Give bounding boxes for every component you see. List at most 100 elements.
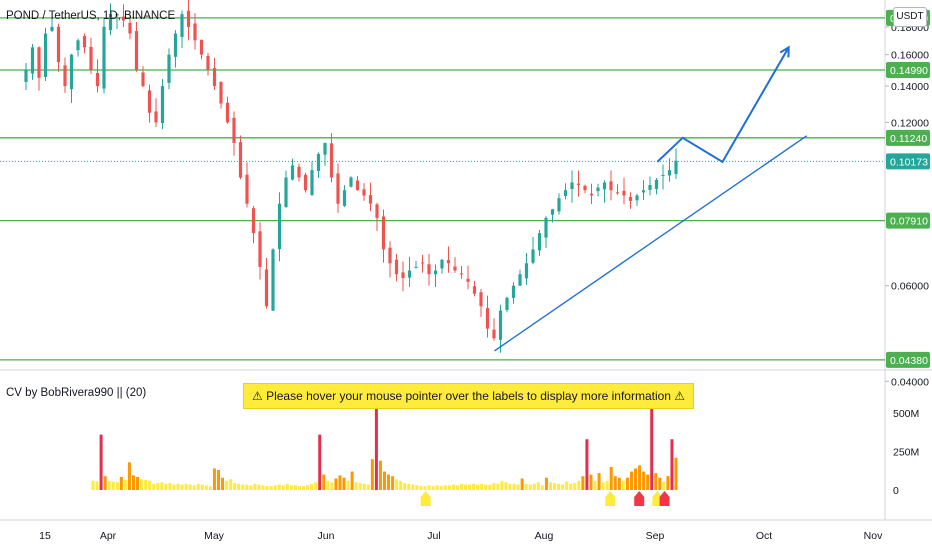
volume-bar [512, 483, 516, 490]
candle-body [375, 204, 379, 218]
projection-arrowhead [779, 45, 790, 58]
candle-body [609, 181, 613, 191]
volume-bar [156, 483, 160, 490]
unit-button[interactable]: USDT [893, 7, 927, 27]
time-tick-label: Nov [864, 530, 883, 542]
candle-body [420, 262, 425, 264]
candle-body [56, 26, 61, 63]
candle-body [362, 189, 366, 196]
last-price-label: 0.10173 [890, 156, 928, 168]
candle-body [30, 47, 35, 74]
volume-bar [407, 483, 411, 490]
volume-bar [350, 471, 354, 490]
volume-bar [650, 403, 654, 490]
volume-bar [411, 484, 415, 490]
volume-bar [91, 480, 95, 490]
volume-bar [370, 459, 374, 490]
candle-body [401, 272, 405, 279]
time-axis: 15 Apr May Jun Jul Aug Sep Oct Nov [39, 530, 883, 542]
candle-body [323, 142, 327, 155]
candle-body [43, 33, 48, 77]
grid [0, 0, 932, 521]
volume-bar [577, 480, 581, 490]
volume-bar [277, 484, 281, 490]
candle-body [479, 292, 483, 307]
volume-bar [140, 479, 144, 490]
candle-body [583, 185, 587, 191]
candle-body [667, 170, 672, 176]
volume-bar [654, 473, 658, 490]
volume-bar [119, 476, 123, 490]
candle-body [141, 72, 145, 87]
volume-bar [565, 481, 569, 490]
symbol-title: POND / TetherUS, 1D, BINANCE [6, 10, 176, 22]
volume-bar [180, 484, 184, 490]
candle-body [557, 198, 561, 212]
level-price-label: 0.11240 [890, 133, 927, 145]
candle-body [310, 170, 314, 195]
volume-bar [666, 476, 670, 490]
volume-bar [496, 483, 500, 490]
volume-bar [642, 471, 646, 490]
indicator-title[interactable]: CV by BobRivera990 || (20) [6, 387, 147, 399]
candle-body [225, 102, 230, 123]
volume-bar [212, 468, 216, 490]
volume-bar [221, 477, 225, 490]
last-price-tag [886, 153, 930, 170]
candle-body [407, 270, 412, 278]
volume-bar [127, 462, 131, 490]
volume-bar [326, 480, 330, 490]
candle-body [537, 233, 542, 251]
volume-bar [484, 484, 488, 490]
volume-bar [200, 484, 204, 490]
candle-body [388, 247, 392, 264]
level-price-tag [886, 351, 930, 368]
candle-body [446, 260, 451, 264]
candle-body [648, 185, 652, 190]
candle-body [76, 40, 80, 51]
level-price-label: 0.07910 [890, 216, 928, 228]
candle-body [518, 274, 522, 286]
volume-bar [601, 482, 605, 490]
volume-bar [261, 485, 265, 490]
level-price-tag [886, 61, 930, 78]
volume-bar [447, 485, 451, 490]
candle-body [108, 14, 113, 31]
volume-bar [548, 482, 552, 490]
volume-bar [524, 483, 528, 490]
candle-body [635, 195, 639, 201]
candle-body [505, 297, 509, 310]
volume-bar [334, 478, 338, 490]
candle-body [440, 259, 444, 269]
candle-body [186, 10, 191, 27]
candle-body [258, 231, 262, 267]
volume-bar [435, 485, 439, 490]
volume-bars [91, 403, 678, 490]
volume-bar [585, 439, 589, 490]
candle-body [24, 69, 28, 82]
volume-bar [257, 484, 261, 490]
candle-body [336, 173, 340, 204]
volume-bar [346, 480, 350, 490]
candle-body [576, 183, 581, 186]
volume-bar [99, 434, 103, 490]
volume-tick-label: 250M [893, 447, 919, 459]
volume-bar [362, 483, 366, 490]
candle-body [492, 329, 496, 339]
candle-body [284, 177, 288, 208]
price-axis: 0.180000.160000.140000.120000.060000.040… [885, 9, 930, 497]
candle-body [596, 187, 600, 192]
candle-body [264, 269, 269, 307]
volume-bar [613, 476, 617, 490]
candle-body [154, 111, 158, 123]
volume-bar [391, 476, 395, 490]
candle-body [128, 22, 132, 34]
volume-bar [241, 484, 245, 490]
volume-bar [192, 485, 196, 490]
candle-body [615, 192, 620, 194]
volume-bar [107, 480, 111, 490]
candle-body [524, 263, 529, 279]
volume-bar [269, 486, 273, 490]
volume-bar [480, 483, 484, 490]
